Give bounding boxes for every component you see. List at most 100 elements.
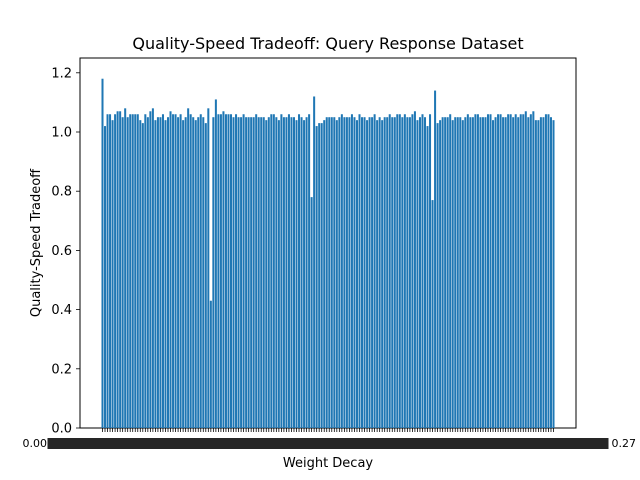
x-axis-label: Weight Decay — [283, 456, 374, 471]
bar — [361, 117, 364, 428]
bar — [436, 123, 439, 429]
bar — [371, 117, 374, 428]
bar — [552, 120, 555, 428]
y-tick-label: 0.2 — [51, 362, 72, 377]
bar — [504, 117, 507, 428]
bar — [378, 117, 381, 428]
bar — [292, 117, 295, 428]
chart-title: Quality-Speed Tradeoff: Query Response D… — [132, 34, 523, 53]
bar — [330, 117, 333, 428]
bar — [149, 111, 152, 428]
bar — [235, 114, 238, 429]
bar — [373, 114, 376, 429]
bar — [522, 114, 525, 429]
bar — [222, 111, 225, 428]
bar — [298, 114, 301, 429]
bar — [154, 120, 157, 428]
bar — [416, 120, 419, 428]
bar — [151, 108, 154, 428]
bar — [469, 117, 472, 428]
y-tick-label: 0.0 — [51, 422, 72, 437]
bar — [159, 117, 162, 428]
bar — [418, 117, 421, 428]
bar — [489, 114, 492, 429]
bar — [315, 126, 318, 428]
bar — [169, 111, 172, 428]
bar — [219, 114, 222, 429]
bar — [300, 117, 303, 428]
bar — [303, 120, 306, 428]
bar — [381, 120, 384, 428]
bar — [524, 111, 527, 428]
bar — [194, 120, 197, 428]
bar — [429, 114, 432, 429]
bar — [141, 123, 144, 429]
bar — [192, 117, 195, 428]
bar — [441, 117, 444, 428]
bar — [350, 114, 353, 429]
bar — [260, 117, 263, 428]
bar — [308, 114, 311, 429]
y-tick-label: 0.6 — [51, 244, 72, 259]
bar — [139, 120, 142, 428]
bar — [474, 114, 477, 429]
bar — [172, 114, 175, 429]
bar — [358, 114, 361, 429]
bar — [413, 111, 416, 428]
bar — [323, 120, 326, 428]
bar — [454, 117, 457, 428]
bar — [325, 117, 328, 428]
bar — [343, 117, 346, 428]
bar — [295, 120, 298, 428]
bar — [348, 117, 351, 428]
bar — [320, 123, 323, 429]
bar — [184, 117, 187, 428]
x-tick-labels-overlap — [47, 438, 609, 449]
bar — [126, 117, 129, 428]
bar — [207, 108, 210, 428]
bar — [199, 114, 202, 429]
bar — [116, 111, 119, 428]
bar — [537, 120, 540, 428]
bar — [204, 123, 207, 429]
bar — [421, 114, 424, 429]
bar — [512, 117, 515, 428]
bar — [446, 117, 449, 428]
bar — [262, 117, 265, 428]
bar — [386, 117, 389, 428]
bar — [119, 111, 122, 428]
bar — [497, 114, 500, 429]
bar — [202, 117, 205, 428]
bar — [353, 117, 356, 428]
bar — [121, 117, 124, 428]
bar — [177, 117, 180, 428]
bar — [111, 120, 114, 428]
bar — [393, 117, 396, 428]
bar — [285, 117, 288, 428]
bar — [368, 117, 371, 428]
bar — [257, 117, 260, 428]
bar — [502, 117, 505, 428]
bar — [499, 114, 502, 429]
bar — [240, 117, 243, 428]
bar — [229, 114, 233, 429]
bar — [461, 120, 464, 428]
bar — [464, 117, 467, 428]
bar — [282, 117, 285, 428]
bar — [144, 114, 147, 429]
bar — [494, 117, 497, 428]
bar — [179, 114, 182, 429]
bar — [451, 120, 454, 428]
bar — [101, 78, 104, 428]
bar — [134, 114, 137, 429]
bar — [507, 114, 510, 429]
bar — [212, 117, 215, 428]
x-tick-label-right: 0.27 — [612, 437, 637, 450]
bar — [406, 117, 409, 428]
bar — [333, 117, 336, 428]
bar — [164, 120, 167, 428]
bar — [104, 126, 107, 428]
bar — [182, 120, 185, 428]
